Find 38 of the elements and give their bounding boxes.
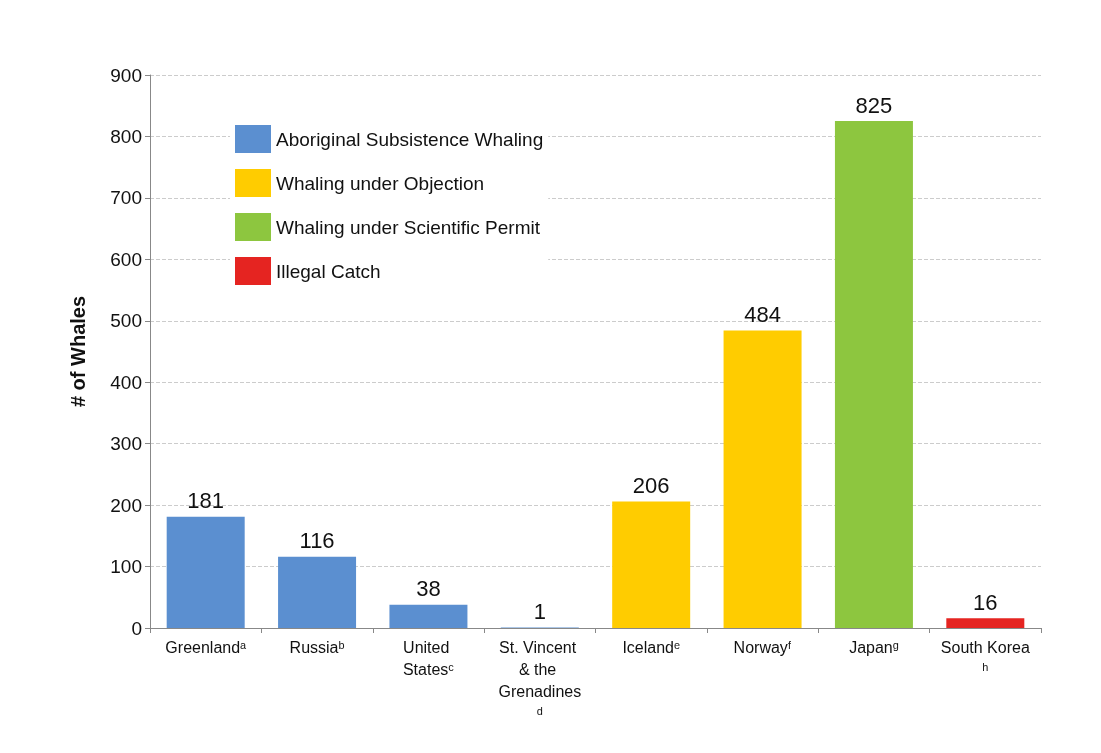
y-tick-label: 800 [110, 125, 142, 147]
data-label: 825 [855, 92, 893, 118]
x-tick-label: Norwayᶠ [733, 638, 792, 656]
y-tick-label: 200 [110, 494, 142, 516]
y-tick-label: 700 [110, 187, 142, 209]
y-axis-title: # of Whales [67, 295, 89, 408]
bar [834, 121, 913, 628]
legend-label: Aboriginal Subsistence Whaling [276, 128, 544, 150]
data-label: 1 [533, 598, 546, 624]
y-tick-label: 300 [110, 433, 142, 455]
bar [166, 516, 245, 628]
bar [723, 330, 802, 628]
legend-label: Whaling under Objection [276, 172, 485, 194]
x-tick-label: Japanᵍ [849, 638, 899, 656]
data-label: 116 [299, 528, 335, 554]
bar [612, 501, 691, 628]
data-label: 16 [973, 589, 998, 615]
x-tick-label: Icelandᵉ [622, 638, 681, 656]
x-tick-label: Russiaᵇ [289, 638, 345, 656]
y-tick-label: 0 [131, 617, 142, 639]
bar [389, 604, 468, 628]
x-tick-label: South Koreaʰ [940, 638, 1030, 678]
bar [946, 618, 1025, 628]
y-tick-label: 400 [110, 371, 142, 393]
x-tick-label: St. Vincent & the Grenadinesᵈ [498, 638, 582, 722]
y-tick-label: 500 [110, 310, 142, 332]
x-tick-label: United Statesᶜ [402, 638, 455, 678]
y-tick-label: 100 [110, 556, 142, 578]
y-tick-label: 900 [110, 64, 142, 86]
data-label: 484 [744, 302, 781, 328]
data-label: 181 [187, 488, 225, 514]
data-label: 206 [632, 472, 670, 498]
legend-label: Illegal Catch [276, 260, 381, 282]
data-label: 38 [416, 576, 441, 602]
x-tick-label: Greenlandᵃ [165, 638, 248, 656]
bar [278, 556, 357, 628]
legend-label: Whaling under Scientific Permit [276, 216, 541, 238]
y-tick-label: 600 [110, 248, 142, 270]
